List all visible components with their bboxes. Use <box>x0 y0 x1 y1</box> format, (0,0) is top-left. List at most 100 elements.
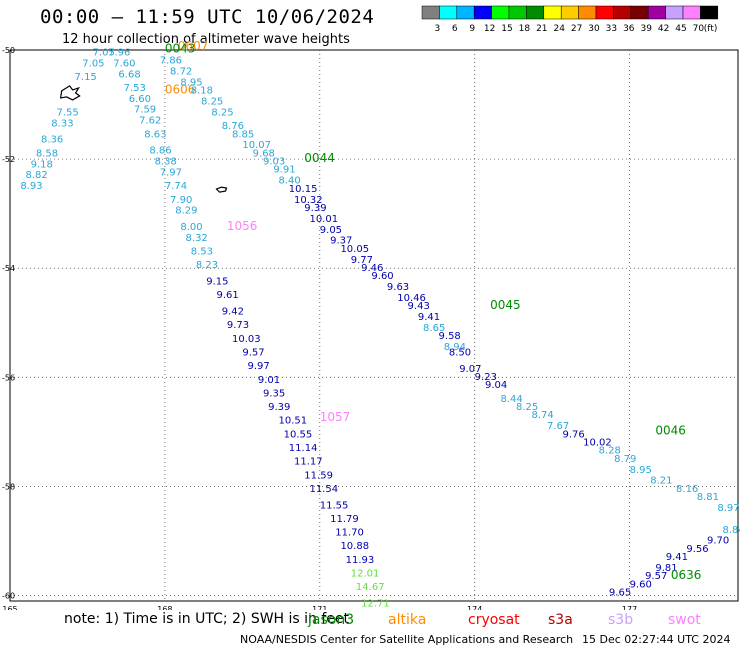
wave-height-value: 10.02 <box>583 438 612 449</box>
wave-height-value: 9.56 <box>686 544 708 555</box>
wave-height-value: 8.95 <box>180 77 202 88</box>
pass-time-label: 0046 <box>655 424 686 438</box>
wave-height-value: 8.29 <box>175 206 197 217</box>
wave-height-value: 8.25 <box>516 402 538 413</box>
satellite-track: 12.01 14.67 12.71 1057 <box>320 410 390 609</box>
legend-item-altika: altika <box>388 612 427 628</box>
colorbar-swatch <box>700 5 719 20</box>
lat-label: -52 <box>2 155 15 164</box>
wave-height-value: 9.41 <box>418 312 440 323</box>
colorbar-label: 27 <box>571 24 582 34</box>
wave-height-value: 8.85 <box>232 129 254 140</box>
wave-height-map: 165 168 171 174 177 -50 -52 -54 -56 -58 -60 7.057.0… <box>2 39 740 610</box>
lon-label: 174 <box>467 605 482 610</box>
legend-item-swot: swot <box>668 612 701 628</box>
lat-label: -58 <box>2 482 15 491</box>
wave-height-value: 7.62 <box>139 116 161 127</box>
wave-height-value: 9.60 <box>371 271 393 282</box>
wave-height-value: 8.28 <box>599 446 621 457</box>
wave-height-value: 8.81 <box>697 492 719 503</box>
satellite-track: 7.868.728.958.188.258.258.768.8510.079.6… <box>160 42 301 187</box>
wave-height-value: 6.60 <box>129 94 151 105</box>
page-title: 00:00 – 11:59 UTC 10/06/2024 <box>40 6 375 28</box>
wave-height-value: 8.84 <box>723 525 740 536</box>
wave-height-value: 9.35 <box>263 388 285 399</box>
wave-height-value: 9.18 <box>31 159 53 170</box>
colorbar-label: 42 <box>658 24 669 34</box>
colorbar-label: 39 <box>640 24 652 34</box>
wave-height-value: 7.96 <box>108 47 130 58</box>
colorbar-label: 70 <box>693 24 705 34</box>
satellite-track: 8.288.798.958.21 8.168.818.97 <box>599 446 740 514</box>
wave-height-value: 10.15 <box>289 184 318 195</box>
footer-credit: NOAA/NESDIS Center for Satellite Applica… <box>240 633 574 646</box>
lon-label: 165 <box>2 605 17 610</box>
wave-height-value: 8.25 <box>201 97 223 108</box>
colorbar-label: 12 <box>484 24 495 34</box>
wave-height-value: 10.55 <box>284 429 313 440</box>
wave-height-value: 7.15 <box>75 72 97 83</box>
colorbar-label: 24 <box>553 24 565 34</box>
colorbar-label: 33 <box>606 24 617 34</box>
wave-height-value: 9.68 <box>253 148 275 159</box>
lat-label: -60 <box>2 592 15 601</box>
wave-height-value: 8.00 <box>180 222 202 233</box>
satellite-track: 7.057.05 7.15 7.558.33 8.36 8.589.188.828.93… <box>20 39 208 192</box>
wave-height-value: 7.05 <box>82 58 104 69</box>
wave-height-value: 8.50 <box>449 348 471 359</box>
pass-time-label: 0607 <box>178 39 209 53</box>
wave-height-value: 9.76 <box>562 429 584 440</box>
map-frame <box>9 49 739 602</box>
lon-label: 177 <box>622 605 637 610</box>
colorbar-label: 18 <box>519 24 531 34</box>
colorbar-label: 45 <box>675 24 686 34</box>
wave-height-value: 10.51 <box>278 416 307 427</box>
wave-height-value: 7.05 <box>93 47 115 58</box>
wave-height-value: 9.42 <box>222 307 244 318</box>
wave-height-value: 9.60 <box>630 579 652 590</box>
wave-height-value: 8.93 <box>20 181 42 192</box>
wave-height-value: 8.63 <box>144 129 166 140</box>
wave-height-value: 8.97 <box>717 503 739 514</box>
wave-height-value: 10.32 <box>294 195 323 206</box>
wave-height-value: 9.39 <box>268 402 290 413</box>
legend-item-s3b: s3b <box>608 612 634 628</box>
wave-height-value: 7.90 <box>170 195 192 206</box>
auckland-islands <box>59 85 81 101</box>
wave-height-value: 7.53 <box>124 83 146 94</box>
colorbar-label: 21 <box>536 24 547 34</box>
footer-note: note: 1) Time is in UTC; 2) SWH is in fe… <box>64 611 350 627</box>
wave-height-value: 8.23 <box>196 260 218 271</box>
colorbar-label: 36 <box>623 24 635 34</box>
wave-height-value: 10.05 <box>340 244 369 255</box>
wave-height-value: 8.40 <box>278 176 300 187</box>
wave-height-value: 9.58 <box>439 331 461 342</box>
lon-label: 171 <box>312 605 327 610</box>
wave-height-value: 8.76 <box>222 121 244 132</box>
lat-label: -56 <box>2 373 15 382</box>
wave-height-value: 11.55 <box>320 500 349 511</box>
wave-height-value: 7.67 <box>547 421 569 432</box>
wave-height-value: 9.01 <box>258 375 280 386</box>
wave-height-value: 7.55 <box>56 107 78 118</box>
wave-height-value: 8.38 <box>155 157 177 168</box>
colorbar-label: 30 <box>588 24 600 34</box>
satellite-track: 10.1510.329.3910.019.059.3710.059.779.46… <box>289 151 507 391</box>
wave-height-value: 9.77 <box>351 255 373 266</box>
colorbar: 3 6 9 12 15 18 21 24 27 30 33 36 39 42 45 70 (ft) <box>421 5 719 34</box>
wave-height-value: 8.44 <box>500 394 522 405</box>
wave-height-value: 8.72 <box>170 67 192 78</box>
wave-height-value: 8.21 <box>650 476 672 487</box>
colorbar-label: 15 <box>501 24 512 34</box>
wave-height-value: 7.59 <box>134 105 156 116</box>
wave-height-value: 10.01 <box>309 214 338 225</box>
lat-label: -50 <box>2 46 15 55</box>
wave-height-value: 11.59 <box>304 470 333 481</box>
wave-height-value: 7.86 <box>160 56 182 67</box>
wave-height-value: 9.37 <box>330 236 352 247</box>
footer-timestamp: 15 Dec 02:27:44 UTC 2024 <box>582 633 731 646</box>
wave-height-value: 8.32 <box>186 233 208 244</box>
wave-height-value: 8.82 <box>25 170 47 181</box>
page-subtitle: 12 hour collection of altimeter wave hei… <box>62 32 350 47</box>
